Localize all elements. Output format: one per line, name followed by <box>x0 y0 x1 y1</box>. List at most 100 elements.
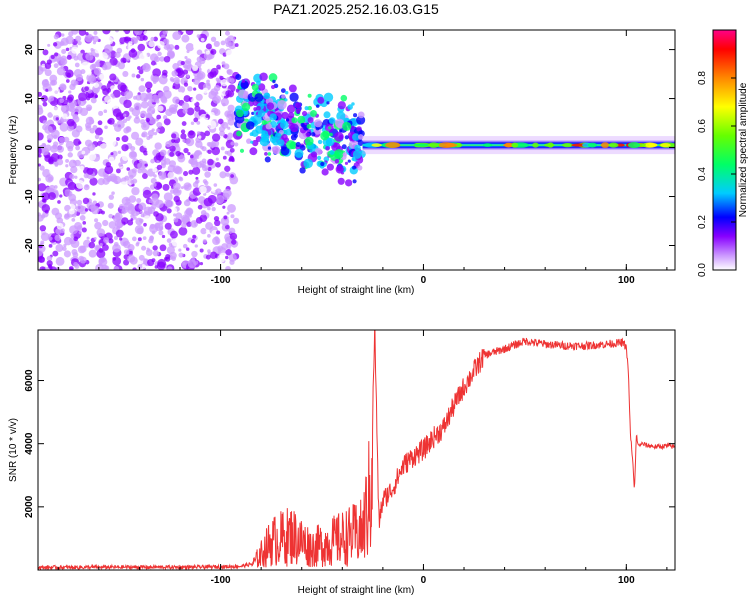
spectrogram-noise-cell <box>213 108 221 116</box>
spectrogram-noise-cell <box>204 167 208 171</box>
spectrogram-noise-cell <box>159 244 167 252</box>
spectrogram-noise-cell <box>140 77 145 82</box>
spectrogram-noise-cell <box>99 136 104 142</box>
spectrogram-noise-cell <box>228 42 236 50</box>
spectrogram-noise-cell <box>153 131 158 136</box>
spectrogram-noise-cell <box>150 60 156 66</box>
spectrogram-noise-cell <box>215 161 221 168</box>
spectrogram-noise-cell <box>136 227 144 235</box>
spectrogram-noise-cell <box>225 49 234 58</box>
spectrogram-noise-cell <box>94 48 100 54</box>
spectrogram-noise-cell <box>172 96 180 104</box>
spectrogram-tone-cell <box>627 142 641 149</box>
spectrogram-noise-cell <box>143 222 147 227</box>
spectrogram-onset-cell <box>306 124 312 129</box>
spectrogram-noise-cell <box>225 90 232 97</box>
spectrogram-noise-cell <box>221 61 226 66</box>
spectrogram-noise-cell <box>199 261 204 266</box>
spectrogram-noise-cell <box>108 221 117 229</box>
spectrogram-onset-cell <box>259 136 270 147</box>
spectrogram-noise-cell <box>196 131 201 135</box>
spectrogram-noise-cell <box>149 117 157 125</box>
spectrogram-noise-cell <box>55 243 64 252</box>
colorbar-label: Normalized spectral amplitude <box>738 82 749 217</box>
spectrogram-noise-cell <box>140 119 146 125</box>
spectrogram-onset-cell <box>286 140 296 150</box>
spectrogram-noise-cell <box>112 108 122 117</box>
spectrogram-noise-cell <box>128 195 137 203</box>
spectrogram-noise-cell <box>197 76 202 81</box>
spectrogram-noise-cell <box>131 73 136 78</box>
spectrogram-onset-cell <box>286 104 296 114</box>
spectrogram-onset-cell <box>288 84 297 93</box>
spectrogram-tone-cell <box>608 142 619 148</box>
spectrogram-noise-cell <box>165 140 172 148</box>
spectrogram-noise-cell <box>49 96 55 102</box>
spectrogram-onset-cell <box>351 157 355 161</box>
spectrogram-noise-cell <box>230 214 235 219</box>
spectrogram-noise-cell <box>38 249 43 257</box>
spectrogram-noise-cell <box>103 109 108 114</box>
spectrogram-onset-cell <box>351 133 360 141</box>
spectrogram-onset-cell <box>341 144 347 150</box>
spectrogram-onset-cell <box>352 165 357 170</box>
spectrogram-noise-cell <box>132 267 137 270</box>
spectrogram-noise-cell <box>224 150 229 155</box>
spectrogram-noise-cell <box>93 67 102 76</box>
spectrogram-noise-cell <box>205 254 211 260</box>
spectrogram-onset-cell <box>274 132 282 140</box>
spectrogram-noise-cell <box>142 173 148 180</box>
spectrogram-noise-cell <box>190 121 195 125</box>
spectrogram-noise-cell <box>82 221 87 225</box>
spectrogram-noise-cell <box>175 68 181 73</box>
spectrogram-noise-cell <box>171 238 181 247</box>
snr-x-tick-label: -100 <box>211 575 231 586</box>
spectrogram-onset-cell <box>267 152 272 156</box>
spectrogram-noise-cell <box>144 163 148 167</box>
spectrogram-noise-cell <box>139 52 148 62</box>
spectrogram-onset-cell <box>347 159 351 163</box>
spectrogram-noise-cell <box>46 260 53 267</box>
spectrogram-noise-cell <box>48 243 53 248</box>
spectrogram-noise-cell <box>105 36 114 45</box>
spectrogram-y-ticks: -20 -10 0 10 20 <box>24 44 675 253</box>
spectrogram-tone-cell <box>511 142 519 148</box>
spectrogram-noise-cell <box>68 208 75 215</box>
spectrogram-noise-cell <box>156 164 163 171</box>
spectrogram-noise-cell <box>173 195 180 203</box>
spectrogram-noise-cell <box>152 245 158 251</box>
spectrogram-onset-cell <box>269 113 277 121</box>
spectrogram-noise-cell <box>138 158 143 163</box>
spectrogram-noise-cell <box>130 214 135 219</box>
spectrogram-noise-cell <box>133 102 142 111</box>
spectrogram-noise-cell <box>220 40 226 46</box>
spectrogram-noise-cell <box>143 206 153 216</box>
spectrogram-noise-cell <box>108 213 113 219</box>
spectrogram-y-tick-label: 20 <box>24 44 35 56</box>
spectrogram-noise-cell <box>124 90 134 100</box>
spectrogram-onset-cell <box>317 139 323 145</box>
spectrogram-onset-cell <box>272 109 276 113</box>
spectrogram-noise-cell <box>54 52 59 57</box>
spectrogram-noise-cell <box>217 180 225 189</box>
spectrogram-noise-cell <box>41 142 47 148</box>
spectrogram-tone-cell <box>455 142 463 148</box>
spectrogram-noise-cell <box>229 147 235 153</box>
spectrogram-noise-cell <box>47 112 53 118</box>
spectrogram-onset-cell <box>315 126 320 131</box>
spectrogram-onset-cell <box>289 92 299 102</box>
colorbar-tick-label: 0.2 <box>697 215 708 229</box>
spectrogram-noise-cell <box>123 99 132 109</box>
spectrogram-onset-cell <box>323 111 331 119</box>
spectrogram-noise-cell <box>223 215 228 220</box>
spectrogram-tone-cell <box>645 142 656 148</box>
spectrogram-noise-cell <box>186 50 190 54</box>
spectrogram-noise-cell <box>135 217 143 226</box>
spectrogram-onset-cell <box>357 165 363 171</box>
spectrogram-noise-cell <box>38 91 43 97</box>
spectrogram-noise-cell <box>56 158 64 166</box>
spectrogram-noise-cell <box>115 212 120 218</box>
spectrogram-noise-cell <box>229 78 235 84</box>
spectrogram-onset-cell <box>285 118 290 122</box>
spectrogram-onset-cell <box>284 98 288 102</box>
